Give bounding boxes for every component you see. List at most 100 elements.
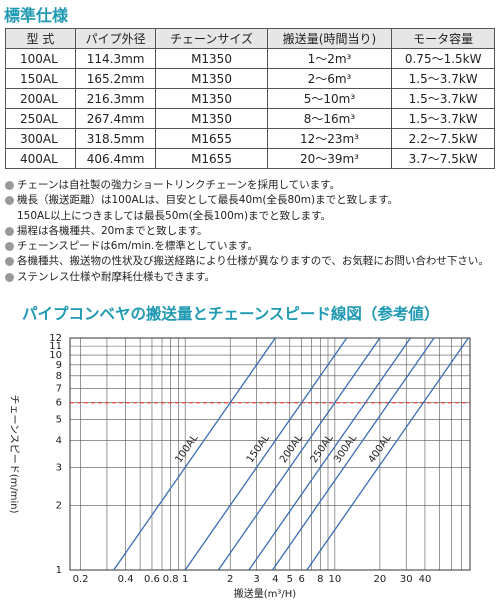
table-cell: 406.4mm xyxy=(74,148,157,169)
x-tick-label: 1 xyxy=(182,574,188,585)
bullet xyxy=(5,272,14,282)
table-cell: 12～23m³ xyxy=(266,128,393,149)
y-tick-label: 2 xyxy=(56,500,62,511)
table-row: 400AL 406.4mm M1655 20～39m³ 3.7～7.5kW xyxy=(5,148,495,169)
x-tick-label: 8 xyxy=(317,574,323,585)
x-tick-label: 10 xyxy=(328,574,341,585)
series-label: 100AL xyxy=(173,433,200,465)
note-line: 150AL以上につきましては最長50m(全長100m)までと致します。 xyxy=(17,209,332,222)
note-line: チェーンスピードは6m/min.を標準としています。 xyxy=(17,240,258,253)
bullet xyxy=(5,242,14,252)
note: 機長（搬送距離）は100ALは、目安として最長40m(全長80m)までと致します… xyxy=(4,193,498,224)
table-row: 250AL 267.4mm M1350 8～16m³ 1.5～3.7kW xyxy=(5,108,495,129)
x-tick-label: 40 xyxy=(419,574,432,585)
series-label: 150AL xyxy=(245,433,272,465)
y-tick-label: 8 xyxy=(56,371,62,382)
y-axis-label: チェーンスピード(m/min) xyxy=(8,394,20,513)
table-cell: 150AL xyxy=(5,68,76,89)
table-cell: M1350 xyxy=(155,108,268,129)
table-cell: M1655 xyxy=(155,128,268,149)
note: チェーンは自社製の強力ショートリンクチェーンを採用しています。 xyxy=(4,178,498,193)
bullet xyxy=(5,196,14,206)
note-line: 各機種共、搬送物の性状及び搬送経路により仕様が異なりますので、お気軽にお問い合わ… xyxy=(17,255,489,268)
x-tick-label: 0.4 xyxy=(118,574,134,585)
x-tick-label: 3 xyxy=(253,574,259,585)
series-line xyxy=(184,338,348,570)
table-cell: 400AL xyxy=(5,148,76,169)
table-cell: 1.5～3.7kW xyxy=(391,108,495,129)
table-cell: 216.3mm xyxy=(74,88,157,109)
x-tick-label: 0.2 xyxy=(73,574,89,585)
plot-frame xyxy=(69,337,471,571)
column-header: チェーンサイズ xyxy=(155,28,268,49)
section-title: 標準仕様 xyxy=(4,6,69,25)
chart: 0.2 0.4 0.6 0.8 1 2 3 4 5 6 8 10 20 30 401234567891011… xyxy=(8,333,471,600)
table-cell: 114.3mm xyxy=(74,48,157,69)
y-tick-label: 6 xyxy=(56,398,62,409)
table-row: 200AL 216.3mm M1350 5～10m³ 1.5～3.7kW xyxy=(5,88,495,109)
note-line: 機長（搬送距離）は100ALは、目安として最長40m(全長80m)までと致します… xyxy=(17,194,399,207)
table-cell: 3.7～7.5kW xyxy=(391,148,495,169)
notes: チェーンは自社製の強力ショートリンクチェーンを採用しています。機長（搬送距離）は… xyxy=(4,178,498,285)
series-line xyxy=(271,338,435,570)
series-line xyxy=(113,338,276,570)
series-label: 300AL xyxy=(332,433,359,465)
table-cell: 165.2mm xyxy=(74,68,157,89)
table-cell: 5～10m³ xyxy=(266,88,393,109)
series-label: 250AL xyxy=(309,433,336,465)
table-cell: 267.4mm xyxy=(74,108,157,129)
y-tick-label: 10 xyxy=(49,350,62,361)
column-header: パイプ外径 xyxy=(74,28,157,49)
table-cell: M1350 xyxy=(155,88,268,109)
table-cell: 20～39m³ xyxy=(266,148,393,169)
series-line xyxy=(217,338,381,570)
y-tick-label: 11 xyxy=(49,341,62,352)
note: 各機種共、搬送物の性状及び搬送経路により仕様が異なりますので、お気軽にお問い合わ… xyxy=(4,254,498,269)
header-row: 型 式パイプ外径 チェーンサイズ 搬送量(時間当り) モータ容量 xyxy=(5,28,495,49)
table-cell: 300AL xyxy=(5,128,76,149)
note: チェーンスピードは6m/min.を標準としています。 xyxy=(4,239,498,254)
table-cell: 1～2m³ xyxy=(266,48,393,69)
note: 揚程は各機種共、20mまでと致します。 xyxy=(4,224,498,239)
note-line: チェーンは自社製の強力ショートリンクチェーンを採用しています。 xyxy=(17,179,341,191)
table-cell: 1.5～3.7kW xyxy=(391,68,495,89)
note-line: ステンレス仕様や耐摩耗仕様もできます。 xyxy=(17,270,216,283)
table-cell: M1655 xyxy=(155,148,268,169)
note-line: 揚程は各機種共、20mまでと致します。 xyxy=(17,224,208,237)
x-tick-label: 0.6 xyxy=(144,574,160,585)
table-row: 100AL 114.3mm M1350 1～2m³ 0.75～1.5kW xyxy=(5,48,495,69)
x-tick-label: 5 xyxy=(287,574,293,585)
y-tick-label: 5 xyxy=(56,415,62,426)
x-tick-label: 0.8 xyxy=(163,574,179,585)
table-cell: 318.5mm xyxy=(74,128,157,149)
y-tick-label: 9 xyxy=(56,360,62,371)
series-line xyxy=(248,338,411,570)
column-header: モータ容量 xyxy=(391,28,495,49)
column-header: 搬送量(時間当り) xyxy=(266,28,393,49)
x-axis-label: 搬送量(m³/H) xyxy=(234,587,297,600)
note: ステンレス仕様や耐摩耗仕様もできます。 xyxy=(4,270,498,285)
y-tick-label: 4 xyxy=(56,436,62,447)
table-cell: 100AL xyxy=(5,48,76,69)
y-tick-label: 7 xyxy=(56,383,62,394)
spec-table: 型 式パイプ外径 チェーンサイズ 搬送量(時間当り) モータ容量 100AL 114.3m… xyxy=(5,28,495,169)
chart-title: パイプコンベヤの搬送量とチェーンスピード線図（参考値） xyxy=(22,305,440,323)
table-row: 300AL 318.5mm M1655 12～23m³ 2.2～7.5kW xyxy=(5,128,495,149)
x-tick-label: 4 xyxy=(272,574,278,585)
series-line xyxy=(306,338,469,570)
bullet xyxy=(5,257,14,267)
y-tick-label: 1 xyxy=(56,565,62,576)
table-cell: 2.2～7.5kW xyxy=(391,128,495,149)
bullet xyxy=(5,226,14,236)
y-tick-label: 3 xyxy=(56,462,62,473)
x-tick-label: 20 xyxy=(374,574,387,585)
bullet xyxy=(5,181,14,190)
table-cell: 250AL xyxy=(5,108,76,129)
table-cell: 2～6m³ xyxy=(266,68,393,89)
column-header: 型 式 xyxy=(5,28,76,49)
table-cell: M1350 xyxy=(155,48,268,69)
table-cell: 8～16m³ xyxy=(266,108,393,129)
table-cell: 200AL xyxy=(5,88,76,109)
table-row: 150AL 165.2mm M1350 2～6m³ 1.5～3.7kW xyxy=(5,68,495,89)
